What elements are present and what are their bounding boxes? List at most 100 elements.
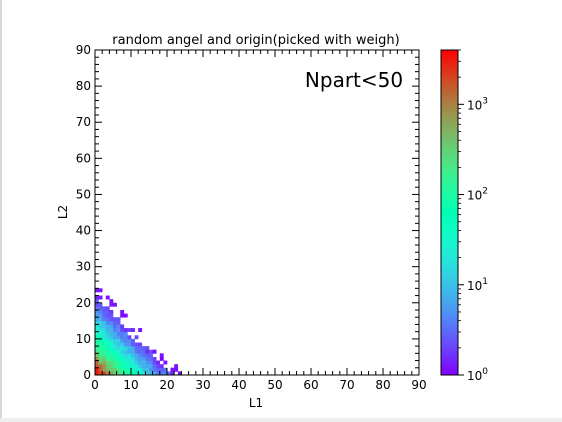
heatmap-cell bbox=[145, 360, 150, 365]
heatmap-cell bbox=[95, 331, 99, 336]
heatmap-cell bbox=[109, 320, 114, 325]
heatmap-cell bbox=[120, 331, 125, 336]
heatmap-cell bbox=[138, 364, 143, 369]
heatmap-cell bbox=[95, 328, 99, 332]
heatmap-cell bbox=[98, 367, 103, 372]
heatmap-cell bbox=[105, 331, 110, 336]
heatmap-cell bbox=[98, 320, 103, 325]
heatmap-cell bbox=[102, 356, 107, 361]
heatmap-cell bbox=[98, 295, 103, 300]
heatmap-cell bbox=[120, 367, 125, 372]
x-tick-label: 70 bbox=[339, 378, 354, 392]
heatmap-cell bbox=[109, 302, 114, 307]
heatmap-cell bbox=[120, 342, 125, 347]
colorbar-tick-label: 103 bbox=[467, 96, 488, 112]
heatmap-cell bbox=[156, 364, 161, 369]
heatmap-cell bbox=[105, 356, 110, 361]
heatmap-cell bbox=[95, 356, 99, 361]
heatmap-cell bbox=[98, 346, 103, 351]
y-tick-label: 40 bbox=[76, 224, 91, 238]
heatmap-cell bbox=[127, 349, 132, 354]
heatmap-cell bbox=[109, 367, 114, 372]
heatmap-cell bbox=[159, 371, 164, 376]
heatmap-cell bbox=[134, 371, 139, 376]
heatmap-cell bbox=[109, 310, 114, 314]
heatmap-cell bbox=[145, 371, 150, 376]
heatmap-cell bbox=[102, 349, 107, 354]
heatmap-cell bbox=[95, 324, 99, 329]
heatmap-cell bbox=[134, 346, 139, 351]
heatmap-cell bbox=[131, 367, 135, 372]
heatmap-cell bbox=[98, 310, 103, 314]
heatmap-cell bbox=[145, 349, 150, 354]
heatmap-cell bbox=[95, 353, 99, 358]
heatmap-cell bbox=[95, 302, 99, 307]
heatmap-cell bbox=[113, 317, 117, 322]
heatmap-cell bbox=[98, 302, 103, 307]
heatmap-cell bbox=[116, 346, 121, 351]
heatmap-cell bbox=[113, 367, 117, 372]
heatmap-cell bbox=[116, 328, 121, 332]
y-axis-ticks: 0 10 20 30 40 50 60 70 80 90 bbox=[76, 43, 419, 382]
plot-area: 0 10 20 30 40 50 60 70 80 90 0 10 20 30 40 50 60 70 80 90 bbox=[76, 43, 427, 392]
colorbar-tick-label: 100 bbox=[467, 367, 488, 383]
heatmap-cell bbox=[113, 342, 117, 347]
heatmap-cell bbox=[131, 328, 135, 332]
heatmap-cell bbox=[174, 367, 179, 372]
heatmap-cell bbox=[109, 353, 114, 358]
heatmap-cell bbox=[159, 367, 164, 372]
heatmap-cell bbox=[109, 342, 114, 347]
heatmap-cell bbox=[102, 320, 107, 325]
plot-frame bbox=[94, 49, 420, 376]
heatmap-cell bbox=[109, 299, 114, 304]
heatmap-cell bbox=[102, 317, 107, 322]
heatmap-cell bbox=[102, 324, 107, 329]
heatmap-cell bbox=[98, 360, 103, 365]
heatmap-cell bbox=[95, 288, 99, 293]
heatmap-cell bbox=[98, 317, 103, 322]
heatmap-cell bbox=[105, 328, 110, 332]
y-tick-label: 10 bbox=[76, 332, 91, 346]
heatmap-cell bbox=[113, 328, 117, 332]
heatmap-cell bbox=[159, 353, 164, 358]
x-tick-label: 10 bbox=[123, 378, 138, 392]
heatmap-cell bbox=[127, 342, 132, 347]
heatmap-cell bbox=[95, 299, 99, 304]
heatmap-cell bbox=[113, 346, 117, 351]
heatmap-cell bbox=[167, 371, 171, 376]
heatmap-cell bbox=[145, 353, 150, 358]
heatmap-cell bbox=[174, 364, 179, 369]
heatmap-cell bbox=[163, 360, 168, 365]
y-tick-label: 20 bbox=[76, 296, 91, 310]
heatmap-cell bbox=[98, 335, 103, 340]
heatmap-cell bbox=[123, 346, 128, 351]
heatmap-cell bbox=[98, 338, 103, 343]
heatmap-cell bbox=[120, 356, 125, 361]
heatmap-cell bbox=[123, 356, 128, 361]
heatmap-cell bbox=[127, 353, 132, 358]
heatmap-cell bbox=[105, 342, 110, 347]
heatmap-cell bbox=[102, 338, 107, 343]
colorbar-tick-label: 102 bbox=[467, 187, 488, 203]
heatmap-cell bbox=[116, 338, 121, 343]
heatmap-cell bbox=[113, 353, 117, 358]
heatmap-cell bbox=[98, 288, 103, 293]
heatmap-cell bbox=[120, 360, 125, 365]
heatmap-cell bbox=[116, 353, 121, 358]
heatmap-cell bbox=[145, 356, 150, 361]
heatmap-cell bbox=[156, 360, 161, 365]
heatmap-cells bbox=[95, 288, 182, 376]
heatmap-cell bbox=[163, 371, 168, 376]
heatmap-cell bbox=[123, 342, 128, 347]
heatmap-cell bbox=[138, 360, 143, 365]
heatmap-cell bbox=[105, 317, 110, 322]
heatmap-cell bbox=[105, 324, 110, 329]
y-tick-label: 0 bbox=[83, 368, 91, 382]
heatmap-cell bbox=[131, 349, 135, 354]
heatmap-cell bbox=[123, 335, 128, 340]
heatmap-cell bbox=[105, 338, 110, 343]
heatmap-cell bbox=[105, 335, 110, 340]
heatmap-cell bbox=[113, 324, 117, 329]
heatmap-cell bbox=[95, 364, 99, 369]
